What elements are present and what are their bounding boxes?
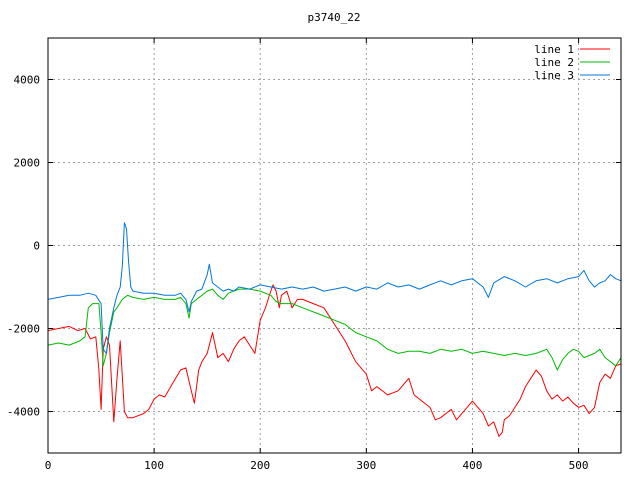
y-tick-label: -4000	[7, 406, 40, 419]
y-tick-label: 0	[33, 240, 40, 253]
x-tick-label: 400	[463, 459, 483, 472]
legend-label: line 3	[534, 69, 574, 82]
x-tick-label: 300	[356, 459, 376, 472]
legend-label: line 2	[534, 56, 574, 69]
series-group	[48, 222, 621, 437]
x-tick-label: 500	[569, 459, 589, 472]
series-line-3	[48, 222, 621, 354]
x-tick-label: 0	[45, 459, 52, 472]
y-tick-label: 2000	[14, 157, 41, 170]
chart-title: p3740_22	[308, 11, 361, 24]
x-tick-label: 200	[250, 459, 270, 472]
series-line-1	[48, 284, 621, 437]
legend-label: line 1	[534, 43, 574, 56]
axis-ticks: 0 100 200 300 400 500 -4000 -2000 0 2000 4000	[7, 38, 621, 472]
x-tick-label: 100	[144, 459, 164, 472]
y-tick-label: -2000	[7, 323, 40, 336]
grid-lines	[48, 38, 621, 453]
y-tick-label: 4000	[14, 74, 41, 87]
series-line-2	[48, 288, 621, 371]
